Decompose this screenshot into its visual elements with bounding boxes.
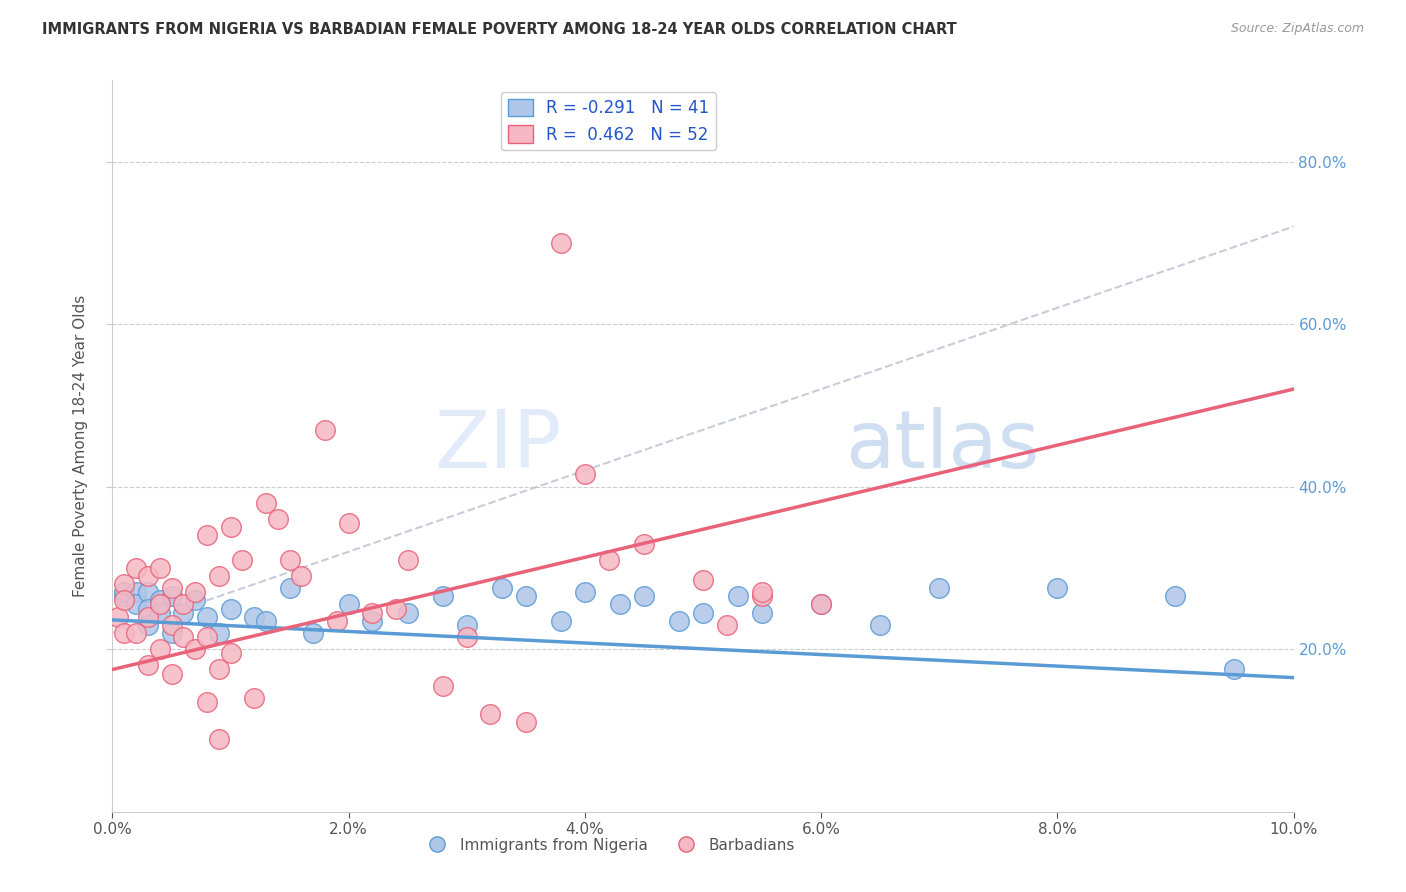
Point (337, 598, 360, 612)
Legend: Immigrants from Nigeria, Barbadians: Immigrants from Nigeria, Barbadians (416, 831, 801, 859)
Point (326, 614, 349, 628)
Point (1223, 663, 1246, 677)
Point (1046, 581, 1069, 595)
Text: ZIP: ZIP (434, 407, 561, 485)
Point (751, 585, 773, 599)
Point (574, 585, 596, 599)
Point (692, 606, 714, 620)
Point (337, 516, 360, 531)
Point (550, 235, 572, 250)
Point (112, 593, 135, 607)
Point (290, 569, 312, 583)
Point (136, 617, 159, 632)
Point (716, 617, 738, 632)
Point (254, 496, 277, 510)
Point (136, 609, 159, 624)
Point (302, 626, 325, 640)
Point (208, 569, 231, 583)
Point (928, 581, 950, 595)
Point (869, 617, 891, 632)
Point (574, 467, 596, 482)
Point (633, 536, 655, 550)
Point (195, 609, 218, 624)
Point (125, 585, 148, 599)
Point (195, 695, 218, 709)
Point (810, 598, 832, 612)
Point (107, 609, 129, 624)
Point (149, 561, 172, 575)
Point (515, 715, 537, 730)
Point (479, 707, 502, 722)
Point (278, 581, 301, 595)
Point (149, 598, 172, 612)
Point (231, 553, 253, 567)
Point (112, 590, 135, 604)
Point (172, 606, 194, 620)
Point (361, 614, 384, 628)
Point (112, 577, 135, 591)
Point (125, 598, 148, 612)
Point (432, 590, 454, 604)
Point (136, 658, 159, 673)
Point (195, 630, 218, 644)
Y-axis label: Female Poverty Among 18-24 Year Olds: Female Poverty Among 18-24 Year Olds (73, 295, 89, 597)
Point (160, 626, 183, 640)
Point (810, 598, 832, 612)
Point (136, 569, 159, 583)
Point (160, 581, 183, 595)
Point (598, 553, 620, 567)
Text: Source: ZipAtlas.com: Source: ZipAtlas.com (1230, 22, 1364, 36)
Point (125, 626, 148, 640)
Point (609, 598, 631, 612)
Point (278, 553, 301, 567)
Point (267, 512, 290, 526)
Point (727, 590, 749, 604)
Point (515, 590, 537, 604)
Point (692, 573, 714, 587)
Point (219, 520, 242, 534)
Point (149, 642, 172, 657)
Point (208, 626, 231, 640)
Point (149, 593, 172, 607)
Point (396, 553, 419, 567)
Point (314, 423, 336, 437)
Point (1164, 590, 1187, 604)
Point (184, 593, 207, 607)
Point (208, 731, 231, 746)
Point (160, 666, 183, 681)
Point (550, 614, 572, 628)
Point (172, 630, 194, 644)
Point (668, 614, 690, 628)
Point (243, 690, 266, 705)
Point (184, 642, 207, 657)
Point (172, 598, 194, 612)
Point (184, 585, 207, 599)
Point (136, 601, 159, 615)
Point (195, 528, 218, 542)
Point (112, 585, 135, 599)
Point (361, 606, 384, 620)
Point (160, 617, 183, 632)
Point (432, 679, 454, 693)
Point (751, 606, 773, 620)
Point (751, 590, 773, 604)
Point (112, 626, 135, 640)
Point (633, 590, 655, 604)
Text: atlas: atlas (845, 407, 1039, 485)
Point (160, 590, 183, 604)
Point (396, 606, 419, 620)
Point (219, 601, 242, 615)
Point (385, 601, 408, 615)
Point (125, 561, 148, 575)
Point (208, 663, 231, 677)
Point (243, 609, 266, 624)
Point (136, 585, 159, 599)
Point (254, 614, 277, 628)
Text: IMMIGRANTS FROM NIGERIA VS BARBADIAN FEMALE POVERTY AMONG 18-24 YEAR OLDS CORREL: IMMIGRANTS FROM NIGERIA VS BARBADIAN FEM… (42, 22, 957, 37)
Point (456, 617, 478, 632)
Point (456, 630, 478, 644)
Point (219, 646, 242, 660)
Point (491, 581, 513, 595)
Point (149, 606, 172, 620)
